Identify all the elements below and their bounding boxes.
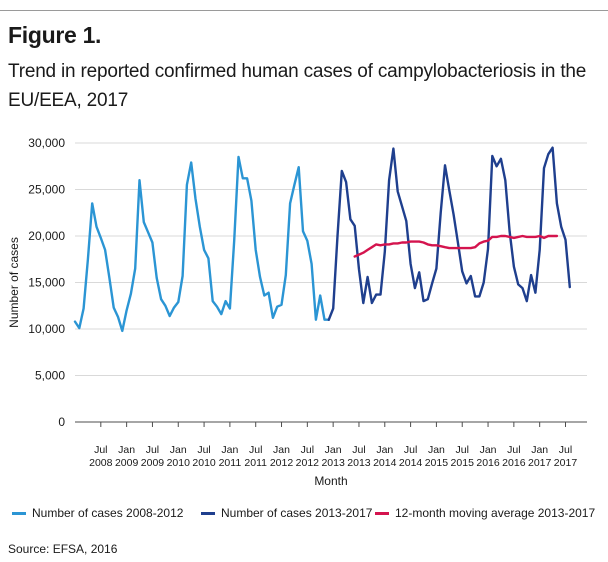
x-tick-label-year: 2012 [270,457,294,469]
chart-plot: 05,00010,00015,00020,00025,00030,000Jul2… [7,136,587,488]
x-tick-label-year: 2013 [321,457,345,469]
x-tick-label-month: Jan [273,444,290,456]
x-tick-label-month: Jan [428,444,445,456]
figure-label: Figure 1. [8,22,102,48]
legend-swatch-moving-average [375,511,389,515]
x-tick-label-month: Jan [170,444,187,456]
y-tick-label: 25,000 [28,183,65,197]
x-tick-label-year: 2016 [476,457,500,469]
series-line-2008-2012 [73,155,330,333]
x-tick-label-month: Jan [221,444,238,456]
x-tick-label-month: Jul [301,444,314,456]
y-tick-label: 0 [58,415,65,429]
top-rule [0,10,608,11]
x-tick-label-month: Jul [197,444,210,456]
legend-label-2013-2017: Number of cases 2013-2017 [221,506,373,520]
chart-legend: Number of cases 2008-2012 Number of case… [12,506,608,526]
x-tick-label-month: Jan [531,444,548,456]
x-tick-label-year: 2017 [528,457,552,469]
series-line-2013-2017 [327,146,571,321]
x-tick-label-month: Jul [352,444,365,456]
x-tick-label-year: 2014 [399,457,423,469]
x-tick-label-year: 2008 [89,457,113,469]
x-tick-label-year: 2011 [219,457,242,469]
y-tick-label: 20,000 [28,229,65,243]
x-tick-label-month: Jul [559,444,572,456]
x-tick-label-year: 2011 [244,457,267,469]
x-tick-label-year: 2015 [451,457,475,469]
x-tick-label-year: 2013 [347,457,371,469]
x-tick-label-year: 2015 [425,457,449,469]
x-tick-label-year: 2014 [373,457,397,469]
x-tick-label-month: Jan [325,444,342,456]
y-tick-label: 10,000 [28,322,65,336]
x-tick-label-year: 2010 [167,457,191,469]
x-tick-label-year: 2012 [296,457,320,469]
y-axis-title: Number of cases [7,237,21,328]
figure-title: Trend in reported confirmed human cases … [8,61,587,111]
x-tick-label-month: Jan [480,444,497,456]
legend-item-2008-2012: Number of cases 2008-2012 [12,506,183,520]
y-tick-label: 30,000 [28,136,65,150]
x-tick-label-year: 2009 [141,457,165,469]
legend-swatch-2013-2017 [201,511,215,515]
x-tick-label-year: 2017 [554,457,578,469]
legend-item-moving-average: 12-month moving average 2013-2017 [375,506,595,520]
x-tick-label-year: 2016 [502,457,526,469]
x-tick-label-month: Jul [146,444,159,456]
series-line-moving-average [353,234,559,258]
legend-label-2008-2012: Number of cases 2008-2012 [32,506,184,520]
x-tick-label-month: Jan [376,444,393,456]
x-tick-label-month: Jul [404,444,417,456]
x-tick-label-year: 2010 [192,457,216,469]
x-tick-label-month: Jul [249,444,262,456]
x-tick-label-month: Jan [118,444,135,456]
legend-item-2013-2017: Number of cases 2013-2017 [201,506,372,520]
legend-label-moving-average: 12-month moving average 2013-2017 [395,506,596,520]
y-tick-label: 5,000 [35,369,65,383]
legend-swatch-2008-2012 [12,511,26,515]
x-tick-label-month: Jul [507,444,520,456]
x-axis-title: Month [314,474,347,488]
x-tick-label-month: Jul [94,444,107,456]
x-tick-label-month: Jul [456,444,469,456]
source-note: Source: EFSA, 2016 [8,542,118,556]
x-tick-label-year: 2009 [115,457,139,469]
y-tick-label: 15,000 [28,276,65,290]
